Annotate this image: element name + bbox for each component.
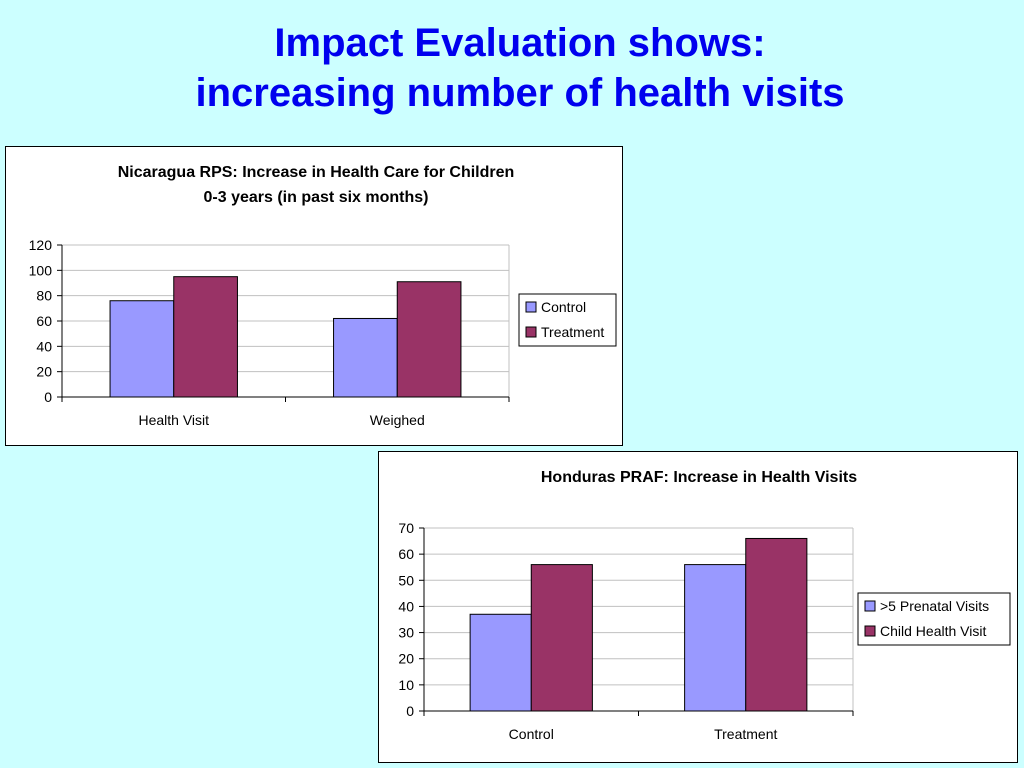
honduras-legend-swatch [864,600,876,612]
slide-title-line2: increasing number of health visits [195,71,845,115]
honduras-legend-box [857,592,1011,646]
honduras-bar-child-health-visit-treatment [745,537,808,712]
nicaragua-y-tick-label: 120 [29,237,53,253]
nicaragua-chart-title-line2: 0-3 years (in past six months) [204,189,429,206]
nicaragua-chart-svg: Nicaragua RPS: Increase in Health Care f… [29,164,617,428]
honduras-x-tick-label: Treatment [714,726,777,742]
honduras-x-tick-label: Control [509,726,554,742]
nicaragua-bar-treatment-weighed [396,281,462,398]
nicaragua-y-tick-label: 0 [44,389,52,405]
nicaragua-bar-treatment-health-visit [173,276,238,398]
nicaragua-y-tick-label: 20 [36,364,52,380]
slide-title-line1: Impact Evaluation shows: [274,21,766,65]
nicaragua-legend-swatch [525,301,537,313]
honduras-y-tick-label: 60 [398,546,414,562]
nicaragua-legend-swatch [525,326,537,338]
honduras-y-tick-label: 0 [406,703,414,719]
honduras-legend-label: Child Health Visit [880,623,986,639]
honduras-legend: >5 Prenatal Visits Child Health Visit [857,592,1011,646]
honduras-chart-svg: Honduras PRAF: Increase in Health Visits… [398,469,1011,742]
nicaragua-legend-label: Treatment [541,324,604,340]
honduras-chart: Honduras PRAF: Increase in Health Visits… [378,451,1018,763]
nicaragua-y-tick-label: 60 [36,313,52,329]
nicaragua-bar-control-weighed [333,317,398,398]
honduras-y-tick-label: 50 [398,572,414,588]
nicaragua-legend-label: Control [541,299,586,315]
honduras-y-tick-label: 40 [398,598,414,614]
honduras-bar-5-prenatal-visits-control [469,613,532,712]
honduras-y-tick-label: 70 [398,520,414,536]
honduras-legend-label: >5 Prenatal Visits [880,598,989,614]
nicaragua-y-tick-label: 80 [36,288,52,304]
honduras-y-tick-label: 20 [398,651,414,667]
honduras-chart-title-line1: Honduras PRAF: Increase in Health Visits [541,469,857,486]
nicaragua-y-tick-label: 40 [36,338,52,354]
slide-title: Impact Evaluation shows: increasing numb… [0,18,1024,118]
honduras-legend-swatch [864,625,876,637]
honduras-y-tick-label: 30 [398,625,414,641]
honduras-y-tick-label: 10 [398,677,414,693]
nicaragua-y-tick-label: 100 [29,262,53,278]
nicaragua-chart-title-line1: Nicaragua RPS: Increase in Health Care f… [118,164,515,181]
honduras-bar-5-prenatal-visits-treatment [684,564,747,712]
nicaragua-x-tick-label: Health Visit [138,412,209,428]
nicaragua-chart: Nicaragua RPS: Increase in Health Care f… [5,146,623,446]
nicaragua-bar-control-health-visit [109,300,175,398]
honduras-bar-child-health-visit-control [530,564,593,712]
nicaragua-legend: Control Treatment [518,293,617,347]
nicaragua-x-tick-label: Weighed [370,412,425,428]
